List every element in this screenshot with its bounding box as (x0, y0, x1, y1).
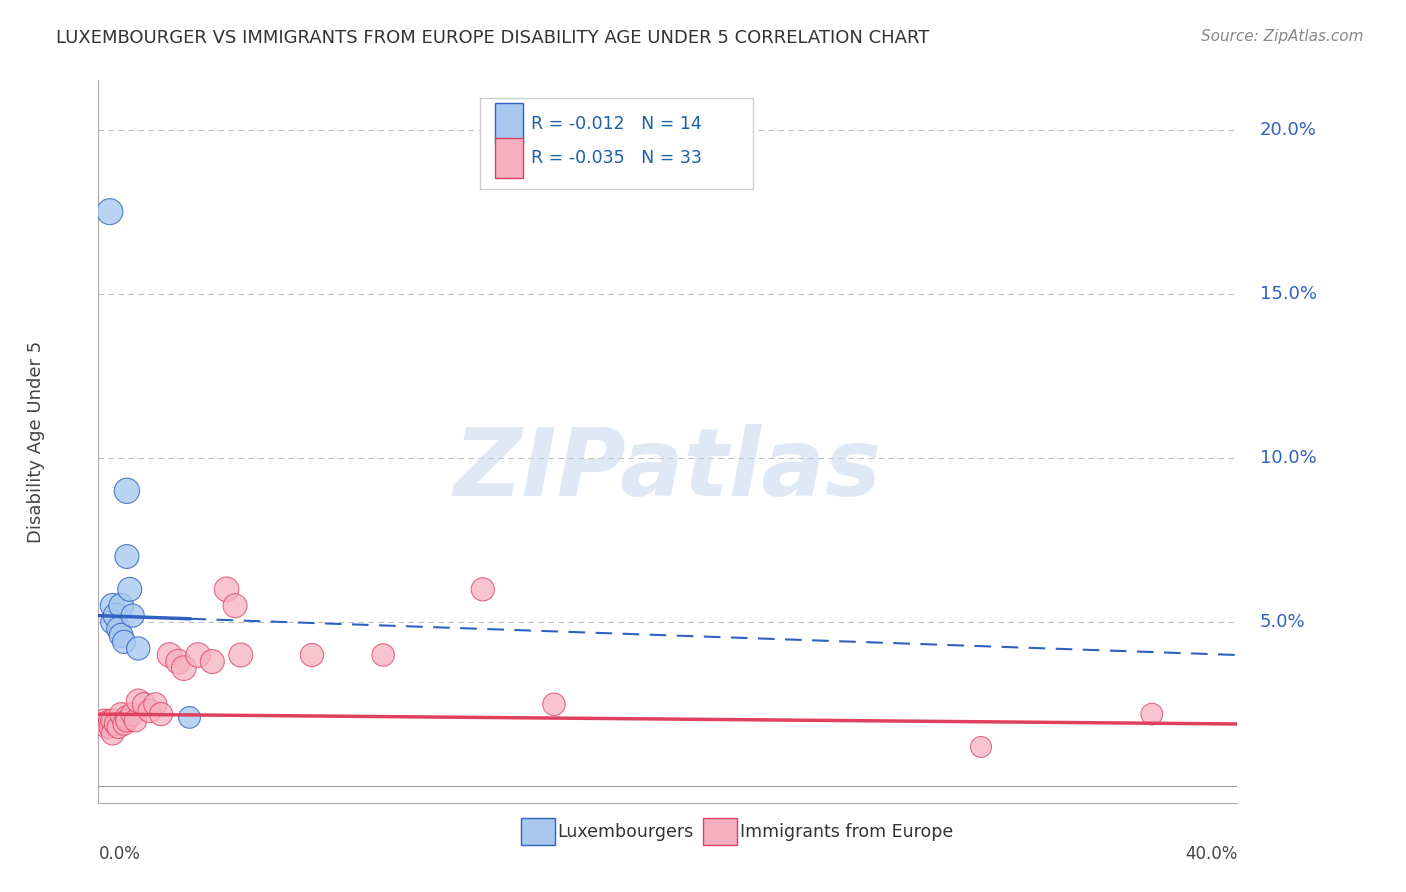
Text: R = -0.035   N = 33: R = -0.035 N = 33 (531, 149, 702, 168)
Point (224, 599, 246, 613)
Point (215, 582, 238, 597)
Point (96, 720, 118, 734)
Point (101, 599, 124, 613)
Point (201, 655, 224, 669)
FancyBboxPatch shape (522, 818, 555, 846)
Point (121, 707, 143, 722)
Point (115, 710, 138, 724)
Text: Immigrants from Europe: Immigrants from Europe (740, 822, 953, 840)
Point (110, 599, 132, 613)
Point (101, 615, 124, 630)
Point (98, 720, 121, 734)
FancyBboxPatch shape (703, 818, 737, 846)
Point (1140, 707, 1163, 722)
Point (104, 717, 127, 731)
Point (373, 648, 395, 662)
Text: ZIPatlas: ZIPatlas (454, 425, 882, 516)
Point (115, 483, 138, 498)
Text: 40.0%: 40.0% (1185, 846, 1237, 863)
Text: LUXEMBOURGER VS IMMIGRANTS FROM EUROPE DISABILITY AGE UNDER 5 CORRELATION CHART: LUXEMBOURGER VS IMMIGRANTS FROM EUROPE D… (56, 29, 929, 47)
Point (187, 648, 209, 662)
FancyBboxPatch shape (495, 103, 523, 143)
Point (121, 608, 143, 623)
Text: 15.0%: 15.0% (1260, 285, 1317, 302)
Text: Disability Age Under 5: Disability Age Under 5 (27, 341, 45, 542)
Point (98, 714, 121, 728)
Point (150, 707, 173, 722)
Point (110, 628, 132, 642)
Point (115, 549, 138, 564)
Point (104, 608, 127, 623)
Text: R = -0.012   N = 14: R = -0.012 N = 14 (531, 115, 702, 133)
Point (301, 648, 323, 662)
Text: Source: ZipAtlas.com: Source: ZipAtlas.com (1201, 29, 1364, 45)
FancyBboxPatch shape (479, 98, 754, 189)
Point (173, 661, 195, 675)
Point (167, 655, 190, 669)
Point (112, 717, 135, 731)
Text: 20.0%: 20.0% (1260, 120, 1317, 138)
Point (145, 698, 167, 712)
Point (110, 707, 132, 722)
Point (107, 622, 129, 636)
Point (543, 698, 565, 712)
Point (229, 648, 252, 662)
Point (101, 714, 124, 728)
Text: 0.0%: 0.0% (98, 846, 141, 863)
Point (970, 739, 993, 754)
Point (107, 720, 129, 734)
Point (127, 694, 149, 708)
Point (471, 582, 494, 597)
Point (98, 204, 121, 219)
Point (93, 714, 115, 728)
Point (159, 648, 181, 662)
Point (127, 641, 149, 656)
Text: 10.0%: 10.0% (1260, 449, 1317, 467)
Point (124, 714, 146, 728)
Point (118, 582, 141, 597)
Text: Luxembourgers: Luxembourgers (557, 822, 693, 840)
Point (112, 635, 135, 649)
Point (115, 714, 138, 728)
FancyBboxPatch shape (495, 138, 523, 178)
Point (179, 710, 201, 724)
Point (138, 704, 160, 718)
Text: 5.0%: 5.0% (1260, 613, 1306, 632)
Point (101, 727, 124, 741)
Point (132, 698, 155, 712)
